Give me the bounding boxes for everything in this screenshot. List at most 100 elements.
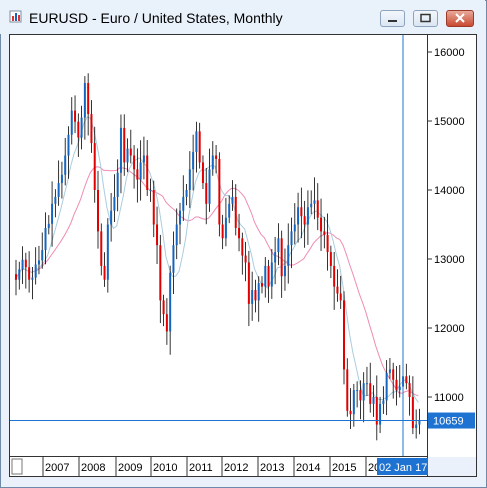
candle-body — [215, 155, 218, 159]
candle — [83, 76, 86, 140]
candle — [385, 360, 388, 416]
candle-body — [139, 162, 142, 180]
candle-body — [231, 196, 234, 204]
price-axis[interactable]: 16000 15000 14000 13000 12000 11000 10659 — [428, 34, 477, 457]
candle-body — [241, 238, 244, 256]
candle — [362, 372, 365, 423]
candle-body — [306, 207, 309, 225]
time-axis[interactable]: 2007200820092010201120122013201420152016… — [9, 457, 429, 477]
candle-body — [116, 172, 119, 197]
chart-area[interactable] — [9, 34, 428, 457]
candle — [106, 218, 109, 293]
candle — [369, 362, 372, 413]
candle — [90, 100, 93, 153]
price-tick-label: 15000 — [434, 116, 465, 128]
window-title: EURUSD - Euro / United States, Monthly — [29, 10, 283, 26]
candle-body — [283, 265, 286, 277]
candle-body — [356, 390, 359, 392]
candle-body — [208, 169, 211, 204]
candle — [136, 148, 139, 203]
candle — [297, 192, 300, 243]
candle — [379, 396, 382, 434]
time-tick-label: 2011 — [189, 462, 213, 474]
time-tick-label: 2009 — [118, 462, 142, 474]
candle-body — [251, 290, 254, 304]
candle-body — [385, 372, 388, 401]
candle — [195, 121, 198, 173]
candle — [87, 73, 90, 136]
candle-body — [372, 397, 375, 404]
candle — [293, 203, 296, 245]
price-chart[interactable] — [10, 35, 427, 456]
moving-average-slow-line — [14, 166, 419, 397]
candle — [388, 357, 391, 379]
candle — [54, 189, 57, 218]
close-icon — [455, 13, 465, 23]
candle — [179, 202, 181, 245]
candle — [34, 247, 37, 285]
candle — [290, 217, 293, 269]
candle-body — [93, 143, 96, 190]
candle-body — [37, 260, 40, 265]
candle — [224, 197, 227, 247]
time-tick-label: 2014 — [296, 462, 320, 474]
candle-body — [185, 190, 188, 197]
candle — [156, 206, 159, 264]
candle-body — [179, 210, 181, 225]
minimize-button[interactable] — [380, 10, 405, 27]
candle — [264, 257, 267, 298]
candle — [208, 148, 211, 212]
candle — [211, 141, 214, 176]
candle — [303, 200, 306, 248]
candle-body — [313, 200, 316, 204]
candle-body — [106, 224, 109, 280]
candle-body — [395, 379, 398, 391]
candle-body — [90, 114, 93, 144]
candle-body — [142, 155, 145, 163]
price-axis-labels: 16000 15000 14000 13000 12000 11000 10659 — [428, 47, 475, 429]
close-button[interactable] — [446, 10, 474, 27]
candle — [398, 364, 401, 398]
candle — [47, 215, 50, 235]
candle-body — [113, 196, 116, 211]
candle — [159, 234, 162, 324]
candle — [41, 232, 44, 269]
candle-body — [274, 252, 277, 263]
candle — [257, 276, 260, 322]
candle-body — [57, 183, 60, 197]
candle — [123, 114, 126, 176]
candle-body — [44, 227, 47, 251]
candle — [80, 105, 83, 150]
candle — [64, 137, 67, 186]
candle — [15, 259, 17, 296]
candle — [205, 167, 208, 225]
candle — [198, 122, 201, 169]
title-bar[interactable]: EURUSD - Euro / United States, Monthly — [0, 0, 485, 34]
candle — [346, 358, 349, 417]
candle-body — [316, 200, 319, 218]
candle — [405, 363, 408, 390]
candle — [254, 279, 257, 313]
candle — [93, 126, 96, 203]
candle — [221, 214, 224, 250]
candle-body — [188, 169, 191, 190]
candle — [192, 134, 195, 191]
maximize-button[interactable] — [413, 10, 438, 27]
candle — [133, 145, 136, 189]
candle — [74, 95, 77, 134]
candle-body — [195, 131, 198, 153]
candle-body — [247, 262, 250, 304]
candle — [182, 175, 185, 221]
candle — [24, 252, 27, 289]
candle-body — [103, 265, 106, 280]
current-price-label: 10659 — [433, 416, 464, 428]
candle — [100, 223, 103, 276]
candle — [110, 192, 113, 242]
candle — [165, 298, 168, 345]
candle — [103, 252, 106, 287]
candle-body — [221, 224, 224, 239]
time-tick-label: 2015 — [332, 462, 356, 474]
candle-body — [303, 216, 306, 225]
candle-body — [34, 264, 37, 278]
candle — [287, 223, 290, 284]
